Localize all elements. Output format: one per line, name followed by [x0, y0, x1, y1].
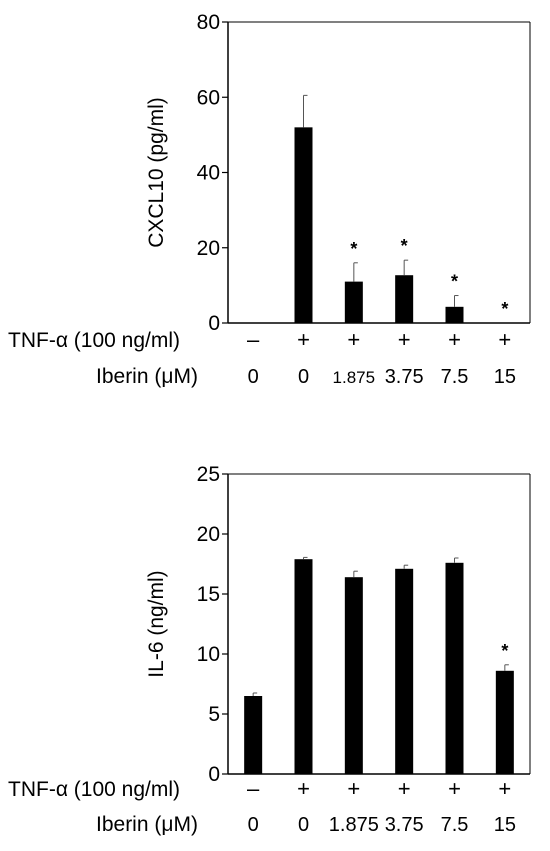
y-tick-label: 60 — [197, 86, 220, 109]
iberin-dose-label: 0 — [298, 814, 309, 836]
iberin-row-label: Iberin (μM) — [96, 365, 198, 388]
iberin-dose-label: 0 — [248, 814, 259, 836]
bar — [294, 559, 313, 774]
y-tick-label: 0 — [208, 763, 220, 786]
significance-marker: * — [350, 239, 357, 259]
bar — [294, 127, 313, 323]
iberin-dose-label: 7.5 — [441, 814, 469, 836]
iberin-dose-label: 15 — [494, 814, 516, 836]
bar — [395, 568, 414, 774]
y-tick-label: 5 — [208, 703, 220, 726]
y-tick-label: 25 — [197, 463, 220, 486]
bar — [344, 281, 363, 323]
tnf-condition-value: + — [297, 327, 310, 352]
iberin-dose-label: 0 — [298, 366, 309, 388]
iberin-dose-label: 7.5 — [441, 366, 469, 388]
y-tick-label: 20 — [197, 523, 220, 546]
bar — [344, 577, 363, 774]
chart-panel-1: 0 20 40 60 80 CXCL10 (pg/ml) * * * * TNF-α (100 ng… — [8, 11, 531, 388]
tnf-condition-value: + — [498, 327, 511, 352]
y-axis-label: IL-6 (ng/ml) — [145, 570, 168, 677]
tnf-row-label: TNF-α (100 ng/ml) — [8, 778, 180, 801]
tnf-condition-value: + — [398, 327, 411, 352]
iberin-dose-label: 3.75 — [385, 366, 424, 388]
tnf-condition-value: + — [498, 776, 511, 801]
tnf-condition-value: + — [347, 327, 360, 352]
iberin-dose-label: 1.875 — [329, 814, 379, 836]
tnf-condition-value: + — [448, 327, 461, 352]
tnf-condition-value: + — [398, 776, 411, 801]
bar — [244, 696, 263, 774]
bar — [495, 670, 514, 774]
tnf-condition-value: + — [448, 776, 461, 801]
iberin-row-label: Iberin (μM) — [96, 813, 198, 836]
y-axis-label: CXCL10 (pg/ml) — [145, 97, 168, 248]
significance-marker: * — [401, 236, 408, 256]
tnf-condition-value: + — [347, 776, 360, 801]
bar — [445, 562, 464, 774]
y-tick-label: 40 — [197, 162, 220, 185]
tnf-condition-value: – — [247, 327, 260, 352]
iberin-dose-label: 15 — [494, 366, 516, 388]
iberin-dose-label: 0 — [248, 366, 259, 388]
significance-marker: * — [501, 641, 508, 661]
significance-marker: * — [501, 299, 508, 319]
iberin-dose-label: 3.75 — [385, 814, 424, 836]
tnf-row-label: TNF-α (100 ng/ml) — [8, 329, 180, 352]
significance-marker: * — [451, 272, 458, 292]
tnf-condition-value: + — [297, 776, 310, 801]
bar — [445, 306, 464, 323]
chart-panel-2: 0 5 10 15 20 25 IL-6 (ng/ml) * TNF-α (100 ng/ml)… — [8, 463, 531, 836]
y-tick-label: 0 — [208, 312, 220, 335]
tnf-condition-value: – — [247, 776, 260, 801]
y-tick-label: 10 — [197, 643, 220, 666]
bar — [395, 275, 414, 323]
y-tick-label: 20 — [197, 237, 220, 260]
y-tick-label: 80 — [197, 11, 220, 34]
y-tick-label: 15 — [197, 583, 220, 606]
iberin-dose-label: 1.875 — [333, 368, 376, 387]
